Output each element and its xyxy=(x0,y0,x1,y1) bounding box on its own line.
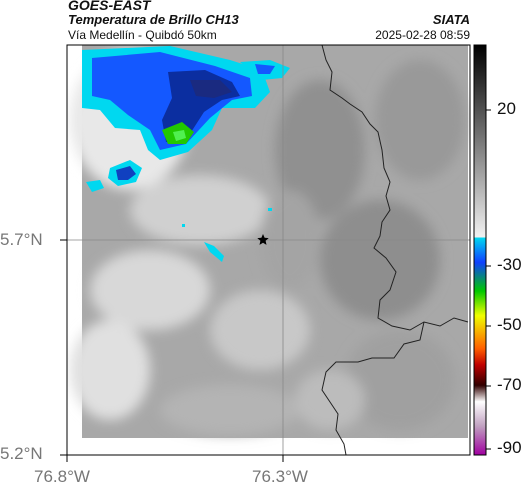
satellite-title: GOES-EAST xyxy=(68,0,151,13)
star-marker xyxy=(257,234,269,245)
colorbar xyxy=(473,44,491,456)
colorbar-gradient xyxy=(473,44,487,456)
map-border xyxy=(66,44,471,456)
colorbar-label-minus-70: -70 xyxy=(497,375,522,394)
colorbar-label-minus-50: -50 xyxy=(497,315,522,334)
source-label: SIATA xyxy=(432,12,470,27)
department-boundary-south xyxy=(321,321,425,456)
axis-ticks xyxy=(60,239,284,462)
colorbar-label-minus-30: -30 xyxy=(497,255,522,274)
lat-label-5-2: 5.2°N xyxy=(0,444,43,463)
cold-cloud-tops xyxy=(82,46,290,262)
product-title: Temperatura de Brillo CH13 xyxy=(68,12,239,27)
lon-label-76-3: 76.3°W xyxy=(252,467,308,486)
lon-label-76-8: 76.8°W xyxy=(34,467,90,486)
colorbar-label-minus-90: -90 xyxy=(497,438,522,457)
lat-label-5-7: 5.7°N xyxy=(0,230,43,249)
region-subtitle: Vía Medellín - Quibdó 50km xyxy=(68,28,217,42)
department-boundary-east xyxy=(321,44,469,331)
colorbar-label-20: 20 xyxy=(497,99,516,118)
brightness-temperature-field xyxy=(70,45,468,438)
datetime-label: 2025-02-28 08:59 xyxy=(375,28,470,42)
